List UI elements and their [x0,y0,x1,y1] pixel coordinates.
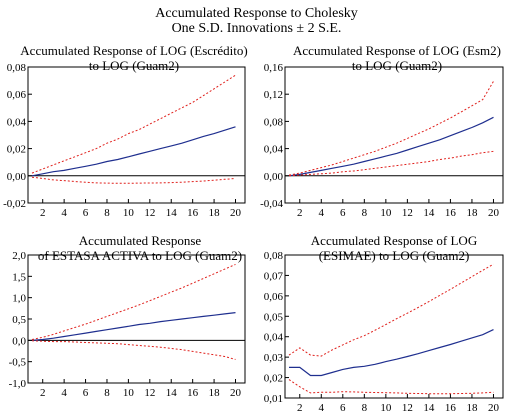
y-tick-label: 0,08 [264,250,284,262]
x-tick-label: 20 [488,207,500,219]
upper-band-line [288,81,494,176]
y-tick-label: 0,0 [12,335,26,347]
y-tick-label: -0,02 [3,198,26,210]
x-tick-label: 10 [380,207,392,219]
x-tick-label: 16 [187,207,199,219]
x-tick-label: 10 [123,387,135,399]
y-tick-label: 2,0 [12,250,26,262]
y-tick-label: 0,04 [7,116,27,128]
y-tick-label: 0,06 [264,291,284,303]
y-tick-label: 0,07 [264,270,284,282]
plot-frame [284,66,504,204]
x-tick-label: 6 [83,387,89,399]
x-tick-label: 14 [166,207,178,219]
x-tick-label: 18 [466,402,478,411]
x-tick-label: 4 [319,207,325,219]
x-tick-label: 4 [61,387,67,399]
figure-title-line1: Accumulated Response to Cholesky [155,6,358,21]
panel-title-line: Accumulated Response of LOG (Escrédito) [20,43,247,58]
upper-band-line [288,263,494,357]
x-tick-label: 20 [488,402,500,411]
x-tick-label: 2 [297,402,303,411]
x-tick-label: 10 [380,402,392,411]
x-tick-label: 2 [40,207,46,219]
lower-band-line [31,340,236,360]
y-tick-label: 0,01 [264,393,283,405]
x-tick-label: 4 [61,207,67,219]
y-tick-label: -0,04 [260,198,283,210]
x-tick-label: 4 [319,402,325,411]
x-tick-label: 2 [297,207,303,219]
x-tick-label: 6 [340,402,346,411]
y-tick-label: 0,00 [264,171,284,183]
panel-title-line: to LOG (Guam2) [352,58,442,73]
y-tick-label: 1,0 [12,293,26,305]
plot-frame [27,66,246,204]
x-tick-label: 6 [340,207,346,219]
y-tick-label: 0,03 [264,352,284,364]
x-tick-label: 18 [466,207,478,219]
x-tick-label: 20 [230,387,242,399]
chart-panel: Accumulated Response of LOG (Esm2)to LOG… [260,43,504,219]
x-tick-label: 6 [83,207,89,219]
lower-band-line [288,379,494,395]
y-tick-label: 0,08 [7,62,27,74]
x-tick-label: 12 [402,207,413,219]
x-tick-label: 16 [187,387,199,399]
x-tick-label: 16 [445,207,457,219]
x-tick-label: 14 [423,402,435,411]
y-tick-label: 1,5 [12,271,26,283]
y-tick-label: 0,00 [7,171,27,183]
x-tick-label: 8 [362,402,368,411]
plot-frame [284,254,504,399]
y-tick-label: 0,04 [264,144,284,156]
y-tick-label: 0,02 [264,373,283,385]
x-tick-label: 14 [166,387,178,399]
upper-band-line [31,74,236,174]
x-tick-label: 10 [123,207,135,219]
x-tick-label: 18 [209,207,221,219]
y-tick-label: 0,02 [7,144,26,156]
x-tick-label: 18 [209,387,221,399]
x-tick-label: 8 [104,387,110,399]
response-line [289,329,494,377]
y-tick-label: 0,16 [264,62,284,74]
response-line [288,116,494,177]
y-tick-label: -1,0 [9,378,27,390]
panel-title-line: Accumulated Response of LOG (Esm2) [293,43,501,58]
x-tick-label: 8 [362,207,368,219]
x-tick-label: 14 [423,207,435,219]
y-tick-label: 0,04 [264,332,284,344]
y-tick-label: 0,08 [264,116,284,128]
panel-title-line: Accumulated Response of LOG [311,233,477,248]
figure-subtitle-line2: One S.D. Innovations ± 2 S.E. [172,21,342,36]
x-tick-label: 12 [144,207,155,219]
response-line [31,312,236,341]
x-tick-label: 8 [104,207,110,219]
response-line [31,126,236,177]
chart-panels: Accumulated Response of LOG (Escrédito)t… [3,43,504,414]
lower-band-line [31,176,236,184]
chart-panel: Accumulated Response of LOG(ESIMAE) to L… [264,233,504,414]
x-tick-label: 12 [402,402,413,411]
y-tick-label: -0,5 [9,357,27,369]
upper-band-line [31,263,236,340]
x-tick-label: 16 [445,402,457,411]
x-tick-label: 20 [230,207,242,219]
y-tick-label: 0,05 [264,311,284,323]
y-tick-label: 0,12 [264,89,283,101]
panel-title-line: Accumulated Response [79,233,202,248]
x-tick-label: 2 [40,387,46,399]
y-tick-label: 0,5 [12,314,26,326]
panel-title-line: to LOG (Guam2) [89,58,179,73]
y-tick-label: 0,06 [7,89,27,101]
x-tick-label: 12 [144,387,155,399]
chart-panel: Accumulated Response of LOG (Escrédito)t… [3,43,248,219]
